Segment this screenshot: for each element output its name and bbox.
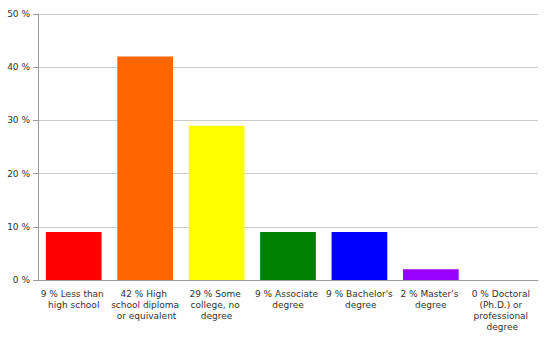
svg-text:20 %: 20 % bbox=[7, 169, 30, 179]
svg-text:9 % Less than: 9 % Less than bbox=[41, 289, 107, 299]
svg-text:29 % Some: 29 % Some bbox=[190, 289, 244, 299]
svg-text:(Ph.D.) or: (Ph.D.) or bbox=[479, 300, 525, 310]
svg-text:10 %: 10 % bbox=[7, 222, 30, 232]
svg-text:college, no: college, no bbox=[191, 300, 243, 310]
svg-text:2 % Master's: 2 % Master's bbox=[400, 289, 461, 299]
svg-text:professional: professional bbox=[474, 311, 531, 321]
svg-text:degree: degree bbox=[272, 300, 304, 310]
svg-text:50 %: 50 % bbox=[7, 9, 30, 19]
svg-text:degree: degree bbox=[487, 322, 519, 332]
svg-text:9 % Bachelor's: 9 % Bachelor's bbox=[326, 289, 393, 299]
svg-text:degree: degree bbox=[201, 311, 233, 321]
svg-text:0 % Doctoral: 0 % Doctoral bbox=[472, 289, 533, 299]
svg-text:high school: high school bbox=[48, 300, 99, 310]
svg-text:30 %: 30 % bbox=[7, 115, 30, 125]
svg-text:degree: degree bbox=[415, 300, 447, 310]
svg-text:school diploma: school diploma bbox=[111, 300, 179, 310]
svg-text:40 %: 40 % bbox=[7, 62, 30, 72]
svg-text:or equivalent: or equivalent bbox=[114, 311, 177, 321]
svg-text:9 % Associate: 9 % Associate bbox=[255, 289, 321, 299]
svg-text:42 % High: 42 % High bbox=[121, 289, 170, 299]
svg-text:degree: degree bbox=[342, 300, 377, 310]
svg-text:0 %: 0 % bbox=[13, 275, 31, 285]
